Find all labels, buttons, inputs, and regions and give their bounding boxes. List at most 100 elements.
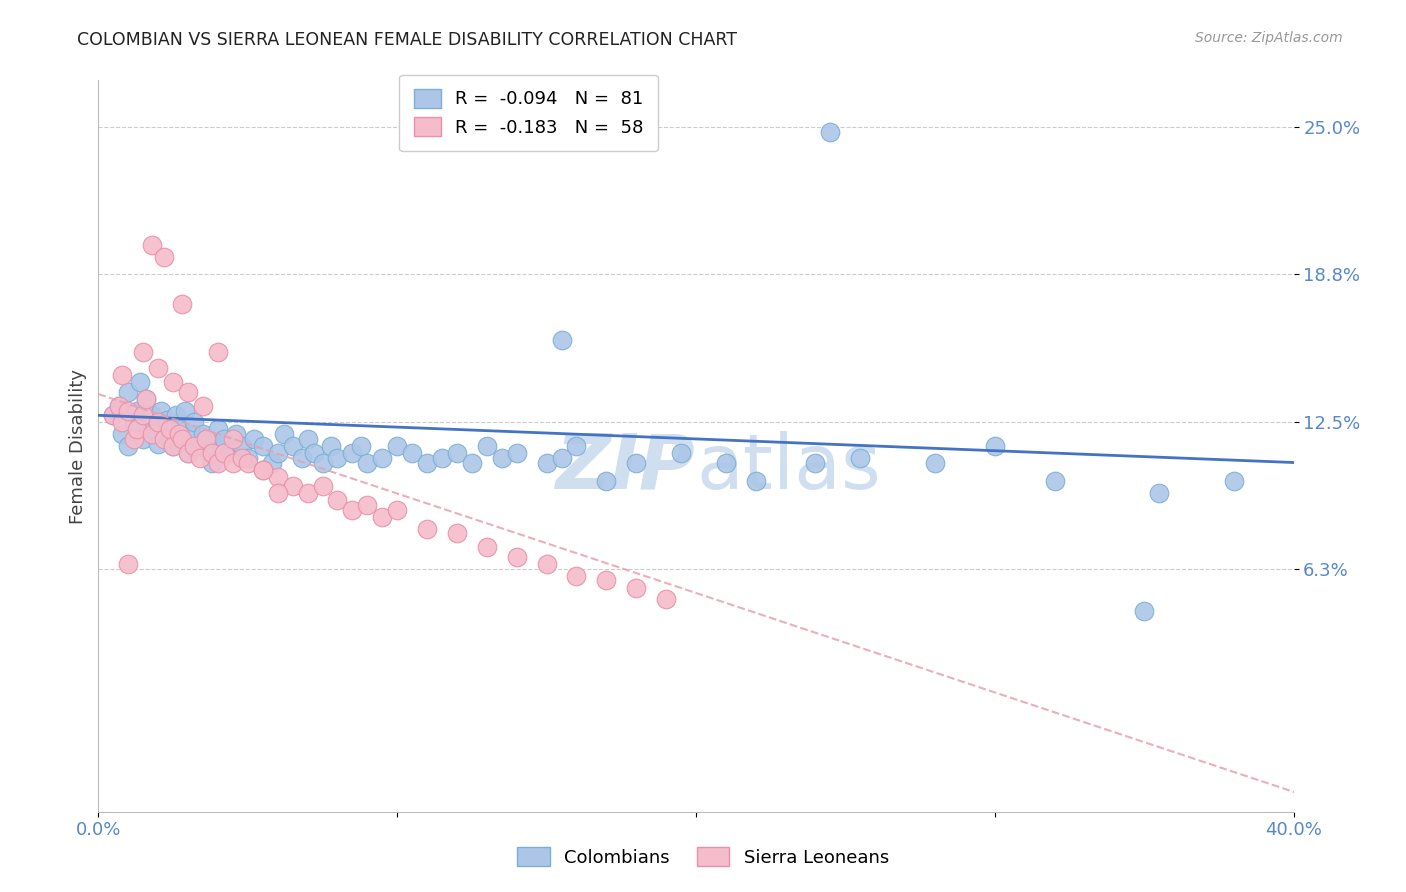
Legend: Colombians, Sierra Leoneans: Colombians, Sierra Leoneans (510, 840, 896, 874)
Point (191, 427, 214, 442)
Point (156, 413, 179, 427)
Point (148, 361, 170, 376)
Point (183, 439, 205, 453)
Point (183, 416, 205, 430)
Point (132, 432, 155, 446)
Point (162, 439, 184, 453)
Point (565, 568, 588, 582)
Point (252, 462, 274, 476)
Point (129, 376, 152, 390)
Point (356, 498, 378, 512)
Point (311, 479, 333, 493)
Point (186, 439, 208, 453)
Point (626, 456, 648, 470)
Point (195, 432, 218, 446)
Text: atlas: atlas (696, 431, 880, 505)
Point (165, 409, 187, 423)
Point (550, 333, 572, 347)
Point (153, 432, 176, 446)
Legend: R =  -0.094   N =  81, R =  -0.183   N =  58: R = -0.094 N = 81, R = -0.183 N = 58 (399, 75, 658, 152)
Point (103, 409, 125, 423)
Point (416, 456, 439, 470)
Point (162, 376, 184, 390)
Point (536, 557, 558, 571)
Point (475, 541, 498, 555)
Point (201, 456, 224, 470)
Point (506, 446, 529, 460)
Point (108, 399, 131, 413)
Point (231, 439, 253, 453)
Point (141, 422, 163, 436)
Point (141, 238, 163, 252)
Point (984, 439, 1007, 453)
Point (225, 427, 247, 442)
Point (849, 450, 872, 465)
Point (291, 450, 314, 465)
Point (236, 456, 259, 470)
Point (108, 399, 131, 413)
Point (177, 446, 200, 460)
Point (172, 297, 194, 311)
Point (342, 446, 364, 460)
Point (212, 446, 235, 460)
Point (1133, 604, 1156, 618)
Point (356, 456, 378, 470)
Point (326, 450, 349, 465)
Point (195, 432, 218, 446)
Point (198, 446, 221, 460)
Point (177, 384, 200, 399)
Point (172, 432, 194, 446)
Point (311, 456, 333, 470)
Point (219, 446, 242, 460)
Point (201, 446, 224, 460)
Point (172, 432, 194, 446)
Point (924, 456, 946, 470)
Point (267, 469, 290, 483)
Point (222, 456, 245, 470)
Point (475, 439, 498, 453)
Point (385, 439, 409, 453)
Point (595, 574, 617, 588)
Point (167, 422, 190, 436)
Point (103, 409, 125, 423)
Point (111, 416, 134, 430)
Point (655, 592, 678, 607)
Point (491, 450, 513, 465)
Point (127, 403, 149, 417)
Point (416, 522, 439, 536)
Point (111, 427, 134, 442)
Point (127, 422, 149, 436)
Point (550, 450, 572, 465)
Point (150, 403, 173, 417)
Point (252, 462, 274, 476)
Point (260, 456, 283, 470)
Point (117, 557, 139, 571)
Point (117, 439, 139, 453)
Point (461, 456, 484, 470)
Point (326, 493, 349, 508)
Point (207, 422, 229, 436)
Point (626, 581, 648, 595)
Point (506, 549, 529, 564)
Point (124, 432, 146, 446)
Point (207, 456, 229, 470)
Point (209, 439, 232, 453)
Point (207, 344, 229, 359)
Point (111, 368, 134, 383)
Point (820, 125, 842, 139)
Point (252, 439, 274, 453)
Point (132, 344, 155, 359)
Point (1043, 475, 1066, 489)
Point (117, 403, 139, 417)
Point (745, 475, 768, 489)
Point (148, 416, 170, 430)
Point (302, 446, 325, 460)
Point (536, 456, 558, 470)
Point (273, 427, 295, 442)
Point (141, 427, 163, 442)
Point (117, 384, 139, 399)
Point (1223, 475, 1246, 489)
Point (297, 486, 319, 500)
Point (297, 432, 319, 446)
Point (401, 446, 423, 460)
